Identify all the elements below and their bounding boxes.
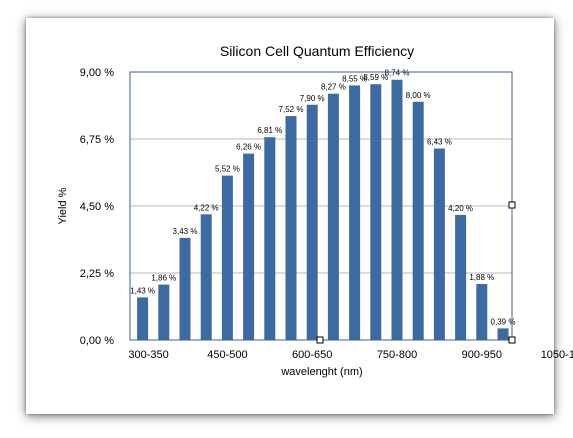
selection-handles[interactable] <box>316 201 516 344</box>
bar <box>497 328 509 340</box>
bar <box>200 214 212 340</box>
bar <box>391 79 403 341</box>
data-label: 3,43 % <box>173 227 198 236</box>
data-label: 8,27 % <box>321 83 346 92</box>
data-labels: 1,43 % 1,86 % 3,43 % 4,22 % 5,52 % 6,26 % 6,81… <box>130 69 515 327</box>
y-axis-label: Yield % <box>57 187 69 224</box>
x-tick-label: 750-800 <box>377 349 417 361</box>
bar <box>221 175 233 340</box>
bar <box>243 153 255 340</box>
bar <box>306 104 318 340</box>
y-axis-ticks: 0,00 % 2,25 % 4,50 % 6,75 % 9,00 % <box>80 67 114 347</box>
y-tick-label: 0,00 % <box>80 335 114 347</box>
data-label: 5,52 % <box>215 165 240 174</box>
x-tick-label: 450-500 <box>207 349 247 361</box>
resize-handle[interactable] <box>508 336 516 344</box>
x-axis-ticks: 300-350 450-500 600-650 750-800 900-950 1050-… <box>128 349 573 361</box>
bar <box>327 93 339 340</box>
bar <box>349 85 361 341</box>
resize-handle[interactable] <box>316 336 324 344</box>
chart-title: Silicon Cell Quantum Efficiency <box>220 43 414 59</box>
data-label: 1,43 % <box>130 286 155 295</box>
data-label: 6,26 % <box>236 143 261 152</box>
x-tick-label: 900-950 <box>462 349 502 361</box>
y-tick-label: 6,75 % <box>80 134 114 146</box>
bar <box>137 297 149 340</box>
x-axis-label: wavelenght (nm) <box>280 366 362 378</box>
data-label: 8,74 % <box>385 69 410 78</box>
resize-handle[interactable] <box>508 201 516 209</box>
bar <box>158 284 170 340</box>
x-tick-label: 600-650 <box>292 349 332 361</box>
bar <box>370 84 382 340</box>
data-label: 4,20 % <box>448 204 473 213</box>
bar <box>433 148 445 340</box>
data-label: 7,52 % <box>279 105 304 114</box>
data-label: 1,88 % <box>469 273 494 282</box>
bar <box>264 137 276 340</box>
bar <box>412 101 424 341</box>
y-tick-label: 9,00 % <box>80 67 114 79</box>
bar <box>476 284 488 340</box>
data-label: 6,81 % <box>257 126 282 135</box>
y-tick-label: 4,50 % <box>80 201 114 213</box>
data-label: 0,39 % <box>491 317 516 326</box>
bars <box>137 79 509 341</box>
bar <box>285 116 297 341</box>
data-label: 1,86 % <box>151 274 176 283</box>
bar <box>179 237 191 340</box>
data-label: 7,90 % <box>300 94 325 103</box>
bar <box>455 214 467 340</box>
y-tick-label: 2,25 % <box>80 268 114 280</box>
data-label: 8,00 % <box>406 91 431 100</box>
data-label: 4,22 % <box>194 203 219 212</box>
data-label: 8,59 % <box>363 73 388 82</box>
data-label: 8,55 % <box>342 74 367 83</box>
x-tick-label: 1050-1100 <box>541 349 573 361</box>
data-label: 6,43 % <box>427 138 452 147</box>
x-tick-label: 300-350 <box>128 349 168 361</box>
